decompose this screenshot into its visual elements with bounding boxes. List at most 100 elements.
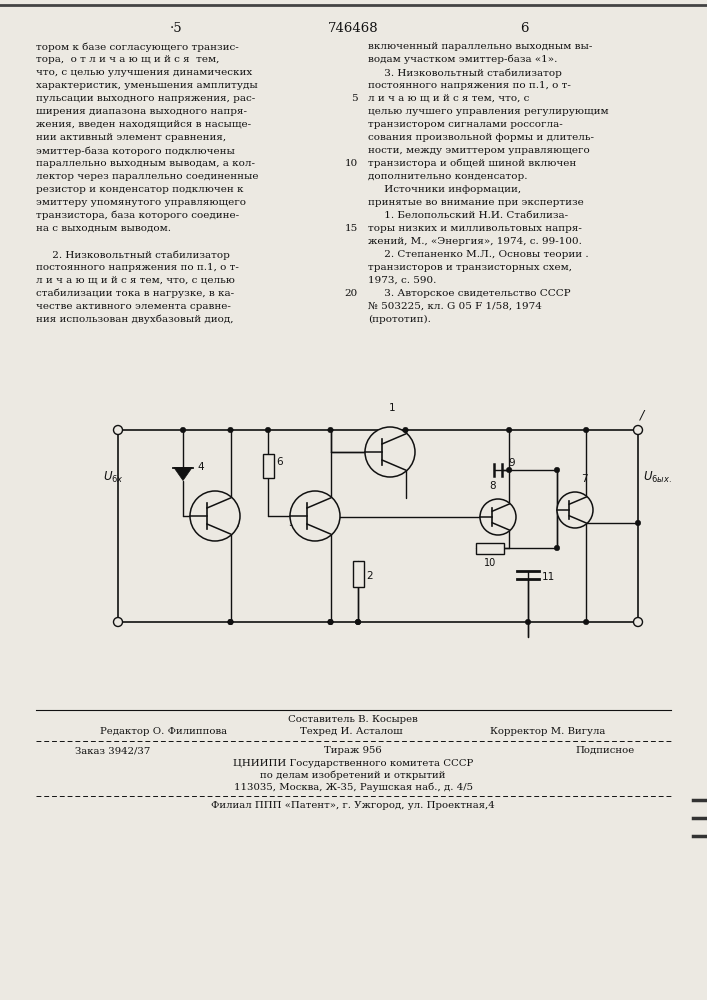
Text: Техред И. Асталош: Техред И. Асталош <box>300 727 402 736</box>
Text: водам участком эмиттер-база «1».: водам участком эмиттер-база «1». <box>368 55 557 64</box>
Text: 2: 2 <box>366 571 373 581</box>
Text: транзистора и общей шиной включен: транзистора и общей шиной включен <box>368 159 576 168</box>
Text: 9: 9 <box>508 458 515 468</box>
Text: Тираж 956: Тираж 956 <box>324 746 382 755</box>
Circle shape <box>355 619 361 625</box>
Text: лектор через параллельно соединенные: лектор через параллельно соединенные <box>36 172 259 181</box>
Circle shape <box>180 427 186 433</box>
Text: Подписное: Подписное <box>575 746 634 755</box>
Text: л и ч а ю щ и й с я тем, что, с: л и ч а ю щ и й с я тем, что, с <box>368 94 530 103</box>
Text: торы низких и милливольтовых напря-: торы низких и милливольтовых напря- <box>368 224 582 233</box>
Text: Источники информации,: Источники информации, <box>368 185 521 194</box>
Text: 11: 11 <box>542 572 555 582</box>
Text: эмиттеру упомянутого управляющего: эмиттеру упомянутого управляющего <box>36 198 246 207</box>
Text: 3: 3 <box>288 518 295 528</box>
Circle shape <box>635 520 641 526</box>
Text: постоянного напряжения по п.1, о т-: постоянного напряжения по п.1, о т- <box>36 263 239 272</box>
Text: резистор и конденсатор подключен к: резистор и конденсатор подключен к <box>36 185 243 194</box>
Text: 746468: 746468 <box>327 22 378 35</box>
Circle shape <box>114 426 122 434</box>
Text: параллельно выходным выводам, а кол-: параллельно выходным выводам, а кол- <box>36 159 255 168</box>
Circle shape <box>265 427 271 433</box>
Text: жения, введен находящийся в насыще-: жения, введен находящийся в насыще- <box>36 120 251 129</box>
Text: Корректор М. Вигула: Корректор М. Вигула <box>490 727 605 736</box>
Text: целью лучшего управления регулирующим: целью лучшего управления регулирующим <box>368 107 609 116</box>
Text: $U_{6x}$: $U_{6x}$ <box>103 470 124 485</box>
Text: л и ч а ю щ и й с я тем, что, с целью: л и ч а ю щ и й с я тем, что, с целью <box>36 276 235 285</box>
Text: $U_{6ых.}$: $U_{6ых.}$ <box>643 470 672 485</box>
Circle shape <box>328 619 333 625</box>
Text: 20: 20 <box>345 289 358 298</box>
Text: ЦНИИПИ Государственного комитета СССР: ЦНИИПИ Государственного комитета СССР <box>233 759 473 768</box>
Text: честве активного элемента сравне-: честве активного элемента сравне- <box>36 302 231 311</box>
Text: по делам изобретений и открытий: по делам изобретений и открытий <box>260 771 445 780</box>
Text: транзистором сигналами россогла-: транзистором сигналами россогла- <box>368 120 563 129</box>
FancyBboxPatch shape <box>262 454 274 478</box>
Circle shape <box>290 491 340 541</box>
Text: 2. Степаненко М.Л., Основы теории .: 2. Степаненко М.Л., Основы теории . <box>368 250 589 259</box>
Text: ности, между эмиттером управляющего: ности, между эмиттером управляющего <box>368 146 590 155</box>
Circle shape <box>328 427 333 433</box>
Text: 1. Белопольский Н.И. Стабилиза-: 1. Белопольский Н.И. Стабилиза- <box>368 211 568 220</box>
Text: тора,  о т л и ч а ю щ и й с я  тем,: тора, о т л и ч а ю щ и й с я тем, <box>36 55 219 64</box>
Circle shape <box>583 427 589 433</box>
Circle shape <box>403 427 409 433</box>
Text: 3. Низковольтный стабилизатор: 3. Низковольтный стабилизатор <box>368 68 562 78</box>
Text: 3. Авторское свидетельство СССР: 3. Авторское свидетельство СССР <box>368 289 571 298</box>
Text: характеристик, уменьшения амплитуды: характеристик, уменьшения амплитуды <box>36 81 258 90</box>
Text: транзисторов и транзисторных схем,: транзисторов и транзисторных схем, <box>368 263 572 272</box>
Text: № 503225, кл. G 05 F 1/58, 1974: № 503225, кл. G 05 F 1/58, 1974 <box>368 302 542 311</box>
Text: нии активный элемент сравнения,: нии активный элемент сравнения, <box>36 133 226 142</box>
Text: стабилизации тока в нагрузке, в ка-: стабилизации тока в нагрузке, в ка- <box>36 289 234 298</box>
Circle shape <box>228 619 233 625</box>
Text: ния использован двухбазовый диод,: ния использован двухбазовый диод, <box>36 315 233 324</box>
Text: 5: 5 <box>351 94 358 103</box>
Text: что, с целью улучшения динамических: что, с целью улучшения динамических <box>36 68 252 77</box>
FancyBboxPatch shape <box>353 561 363 587</box>
Text: принятые во внимание при экспертизе: принятые во внимание при экспертизе <box>368 198 584 207</box>
Text: 6: 6 <box>520 22 528 35</box>
Text: 1973, с. 590.: 1973, с. 590. <box>368 276 436 285</box>
Circle shape <box>633 426 643 434</box>
Circle shape <box>583 619 589 625</box>
Text: 4: 4 <box>197 462 204 472</box>
Circle shape <box>525 619 531 625</box>
Circle shape <box>557 492 593 528</box>
Text: на с выходным выводом.: на с выходным выводом. <box>36 224 171 233</box>
Text: ширения диапазона выходного напря-: ширения диапазона выходного напря- <box>36 107 247 116</box>
Circle shape <box>228 427 233 433</box>
FancyBboxPatch shape <box>476 542 504 554</box>
Text: транзистора, база которого соедине-: транзистора, база которого соедине- <box>36 211 239 221</box>
Text: 8: 8 <box>489 481 496 491</box>
Text: 10: 10 <box>345 159 358 168</box>
Text: Составитель В. Косырев: Составитель В. Косырев <box>288 715 418 724</box>
Text: 7: 7 <box>580 474 588 484</box>
Text: пульсации выходного напряжения, рас-: пульсации выходного напряжения, рас- <box>36 94 255 103</box>
Circle shape <box>328 619 333 625</box>
Text: /: / <box>640 409 644 422</box>
Circle shape <box>365 427 415 477</box>
Circle shape <box>190 491 240 541</box>
Circle shape <box>554 545 560 551</box>
Circle shape <box>506 467 512 473</box>
Circle shape <box>480 499 516 535</box>
Text: 5: 5 <box>232 520 239 530</box>
Text: 6: 6 <box>276 457 283 467</box>
Circle shape <box>114 617 122 626</box>
Text: Заказ 3942/37: Заказ 3942/37 <box>75 746 151 755</box>
Text: ·5: ·5 <box>170 22 182 35</box>
Polygon shape <box>174 468 192 481</box>
Circle shape <box>355 619 361 625</box>
Circle shape <box>554 467 560 473</box>
Text: жений, М., «Энергия», 1974, с. 99-100.: жений, М., «Энергия», 1974, с. 99-100. <box>368 237 582 246</box>
Text: тором к базе согласующего транзис-: тором к базе согласующего транзис- <box>36 42 239 51</box>
Text: 113035, Москва, Ж-35, Раушская наб., д. 4/5: 113035, Москва, Ж-35, Раушская наб., д. … <box>233 783 472 792</box>
Circle shape <box>228 619 233 625</box>
Text: эмиттер-база которого подключены: эмиттер-база которого подключены <box>36 146 235 155</box>
Text: Редактор О. Филиппова: Редактор О. Филиппова <box>100 727 227 736</box>
Text: дополнительно конденсатор.: дополнительно конденсатор. <box>368 172 527 181</box>
Circle shape <box>506 427 512 433</box>
Text: (прототип).: (прототип). <box>368 315 431 324</box>
Text: Филиал ППП «Патент», г. Ужгород, ул. Проектная,4: Филиал ППП «Патент», г. Ужгород, ул. Про… <box>211 801 495 810</box>
Text: включенный параллельно выходным вы-: включенный параллельно выходным вы- <box>368 42 592 51</box>
